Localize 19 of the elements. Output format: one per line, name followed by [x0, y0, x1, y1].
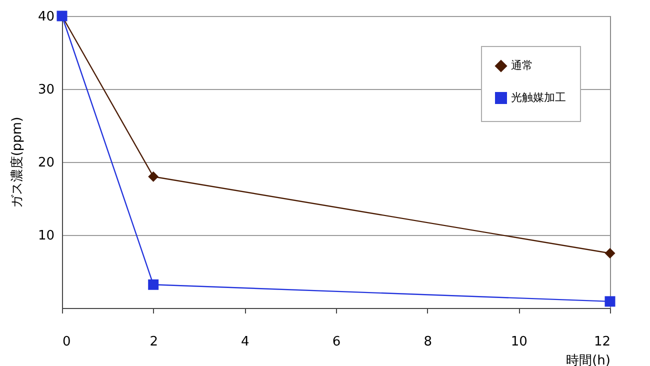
y-tick-label: 40 [38, 10, 54, 24]
point [604, 296, 616, 307]
point [148, 279, 159, 290]
x-tick-label: 2 [150, 334, 158, 350]
y-axis-title: ガス濃度(ppm) [8, 116, 25, 208]
x-tick-label: 6 [332, 334, 341, 350]
point [604, 248, 616, 258]
x-axis-title: 時間(h) [566, 354, 610, 366]
x-tick-label: 4 [241, 334, 250, 350]
x-tick-label: 10 [510, 334, 528, 350]
point [148, 171, 159, 182]
y-tick-label: 10 [38, 228, 54, 244]
x-tick-label: 0 [62, 334, 71, 350]
x-tick-label: 12 [594, 334, 610, 350]
y-tick-label: 20 [38, 156, 54, 170]
legend-label: 光触媒加工 [511, 91, 566, 104]
y-tick-label: 30 [38, 82, 54, 98]
x-tick-label: 8 [424, 334, 432, 350]
legend-label: 通常 [511, 59, 533, 72]
